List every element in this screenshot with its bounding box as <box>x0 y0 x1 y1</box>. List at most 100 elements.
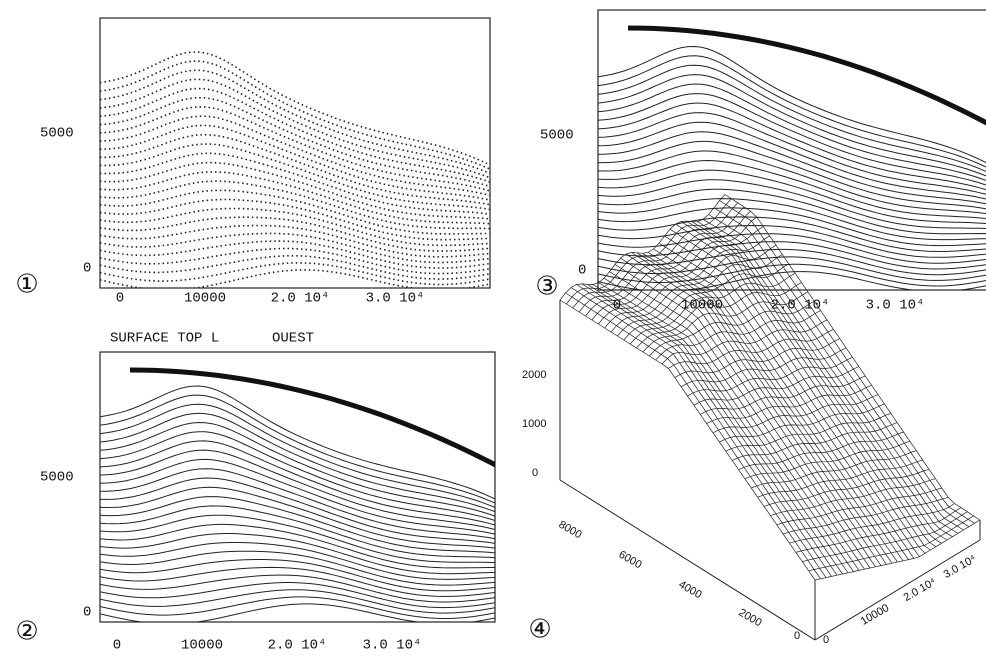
contour-line <box>100 394 495 504</box>
contours <box>100 367 495 622</box>
contour-line <box>100 216 490 252</box>
mesh-line <box>744 440 911 480</box>
y-tick-label: 0 <box>794 630 800 642</box>
y-tick-label: 5000 <box>40 126 74 142</box>
x-tick-label: 3.0 10⁴ <box>866 298 925 314</box>
panel-frame <box>597 9 986 291</box>
mesh-line <box>814 519 981 581</box>
mesh-line <box>731 422 898 461</box>
mesh-line <box>585 210 751 317</box>
contour-line <box>100 124 490 201</box>
mesh-line <box>712 394 879 434</box>
mesh-line <box>706 384 872 424</box>
mesh-line <box>566 198 732 305</box>
contour-line <box>100 133 490 206</box>
contour-line <box>598 263 986 287</box>
panel-title: SURFACE TOP L <box>110 331 219 347</box>
x-tick-label: 0 <box>613 298 621 314</box>
contour-line <box>598 248 986 276</box>
contour-line <box>100 189 490 235</box>
contour-line <box>100 496 495 554</box>
panel-frame <box>99 351 496 623</box>
mesh-line <box>655 310 821 361</box>
panel-frame <box>99 17 491 289</box>
x-tick-label: 3.0 10⁴ <box>366 291 425 307</box>
x-tick-label: 10000 <box>184 291 226 307</box>
contour-line <box>100 603 495 622</box>
contour-line <box>100 421 495 517</box>
x-tick-label: 10000 <box>681 298 723 314</box>
mesh-line <box>700 375 866 415</box>
contour-line <box>100 262 490 286</box>
mesh-line <box>581 283 838 576</box>
y-tick-label: 0 <box>578 263 586 279</box>
contour-line <box>598 150 986 215</box>
contour-line <box>100 385 495 500</box>
contour-line <box>100 533 495 575</box>
mesh-line <box>623 263 789 341</box>
contour-line <box>100 232 490 264</box>
boundary <box>627 25 986 126</box>
contour-line <box>100 566 495 597</box>
contour-line <box>598 102 986 191</box>
mesh-line <box>808 515 974 572</box>
mesh-line <box>687 356 853 397</box>
contour-line <box>598 64 986 172</box>
contour-line <box>598 188 986 235</box>
contour-line <box>598 131 986 205</box>
x-tick-label: 0 <box>823 634 829 646</box>
contour-line <box>100 240 490 269</box>
mesh-line <box>776 487 942 526</box>
mesh-line <box>578 206 745 313</box>
contour-line <box>100 458 495 535</box>
contour-line <box>100 87 490 183</box>
contour-line <box>598 207 986 247</box>
boundary <box>129 367 495 468</box>
x-tick-label: 2.0 10⁴ <box>771 298 830 314</box>
mesh-line <box>738 431 904 470</box>
y-tick-label: 0 <box>83 261 91 277</box>
mesh-line <box>572 202 739 309</box>
contour-line <box>100 412 495 513</box>
panel-marker: ② <box>15 617 38 647</box>
mesh-line <box>604 235 770 329</box>
x-tick-label: 10000 <box>859 602 891 628</box>
x-tick-label: 0 <box>113 638 121 654</box>
contour-line <box>100 514 495 564</box>
x-tick-label: 3.0 10⁴ <box>942 553 979 581</box>
contour-line <box>100 542 495 580</box>
mesh-line <box>668 328 834 369</box>
contour-line <box>100 96 490 188</box>
mesh-line <box>802 511 968 562</box>
contour-line <box>100 505 495 559</box>
y-tick-label: 6000 <box>616 549 643 572</box>
contour-line <box>100 403 495 508</box>
mesh-line <box>591 216 758 321</box>
contour-line <box>598 121 986 200</box>
contour-line <box>100 589 495 614</box>
contour-line <box>100 60 490 170</box>
contour-line <box>100 574 495 603</box>
contour-line <box>100 161 490 220</box>
contour-line <box>598 159 986 219</box>
contour-line <box>598 140 986 210</box>
contour-line <box>100 247 490 275</box>
contour-line <box>100 224 490 258</box>
contour-line <box>100 523 495 569</box>
contour-line <box>598 74 986 177</box>
mesh-surface <box>559 194 981 641</box>
x-tick-label: 2.0 10⁴ <box>271 291 330 307</box>
contour-line <box>598 45 986 164</box>
mesh-line <box>576 284 832 577</box>
contour-line <box>598 216 986 253</box>
mesh-line <box>763 468 930 507</box>
mesh-line <box>782 496 949 535</box>
z-tick-label: 0 <box>532 467 538 479</box>
y-tick-label: 5000 <box>540 128 574 144</box>
mesh-line <box>661 319 828 365</box>
contour-line <box>598 55 986 168</box>
contour-line <box>100 180 490 230</box>
y-tick-label: 2000 <box>736 607 763 630</box>
contour-line <box>100 486 495 549</box>
contour-line <box>598 233 986 264</box>
